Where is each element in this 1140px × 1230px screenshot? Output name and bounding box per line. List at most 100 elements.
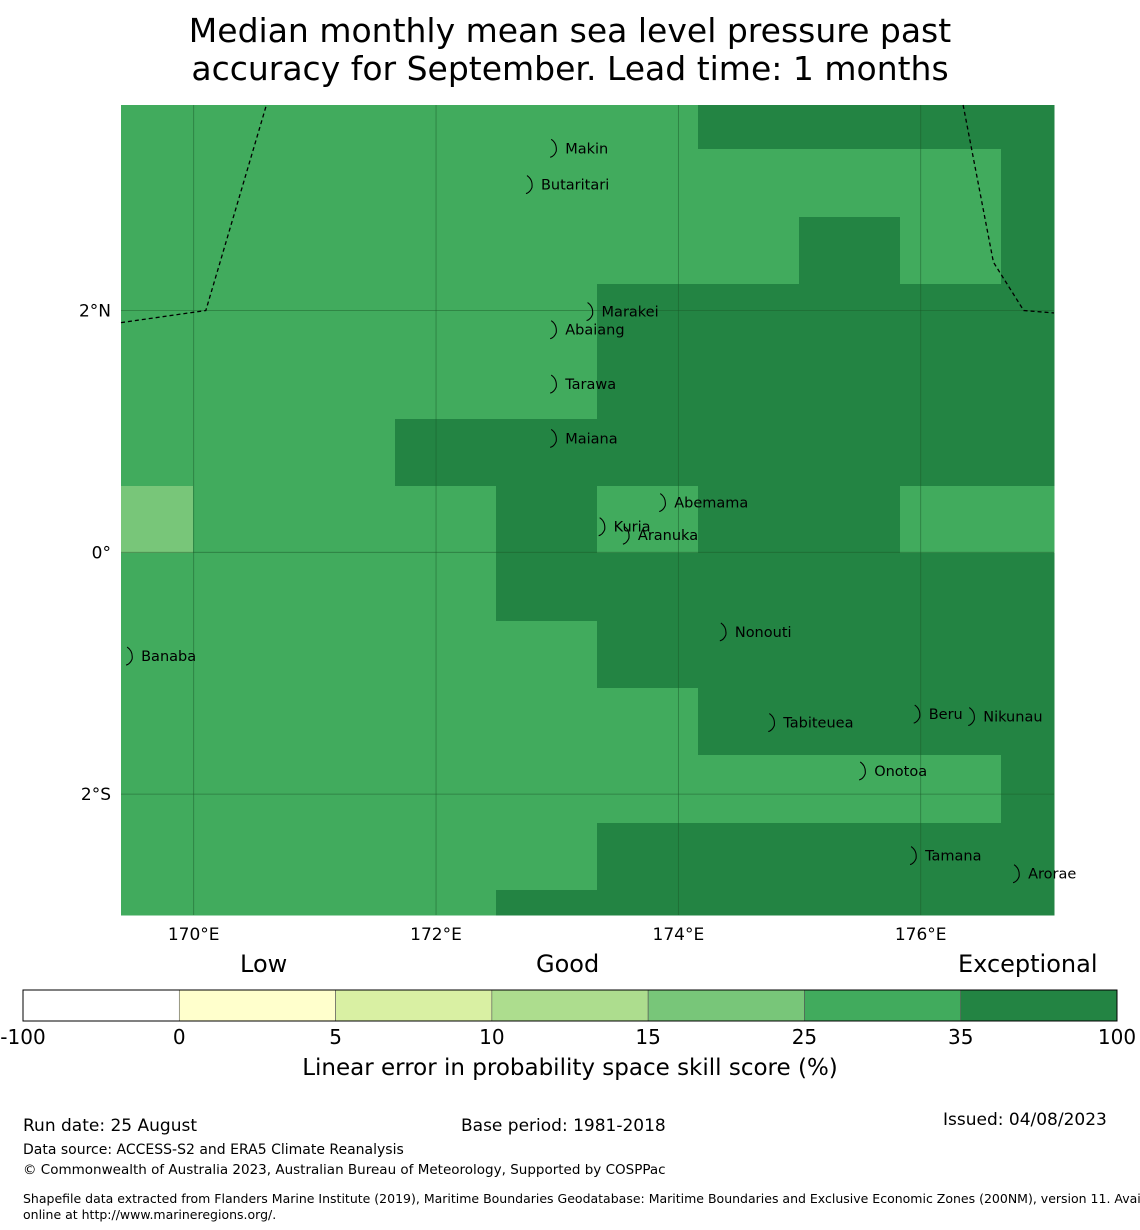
island-outline	[622, 525, 630, 545]
colorbar-tick-label: 0	[172, 1025, 186, 1049]
grid-cell	[121, 688, 194, 756]
island-outline	[719, 622, 727, 642]
grid-cell	[1001, 755, 1055, 824]
island-outline	[598, 517, 606, 537]
grid-cell	[1001, 823, 1055, 891]
grid-cell	[193, 351, 295, 420]
island-label: Maiana	[565, 431, 617, 447]
lat-tick-label: 0°	[92, 543, 111, 563]
island-outline	[659, 493, 666, 513]
colorbar-label-good: Good	[536, 950, 600, 978]
island-label: Makin	[565, 141, 608, 157]
grid-cell	[597, 755, 699, 824]
grid-cell	[698, 486, 800, 554]
grid-cell	[294, 419, 396, 487]
grid-cell	[294, 217, 396, 285]
grid-cell	[597, 149, 699, 218]
grid-cell	[193, 621, 295, 689]
island-label: Aranuka	[638, 528, 698, 544]
grid-cell	[1001, 621, 1055, 689]
grid-cell	[900, 351, 1002, 420]
island-outline	[1012, 864, 1020, 884]
island-outline	[909, 846, 917, 866]
grid-cell	[1001, 688, 1055, 756]
grid-cell	[698, 621, 800, 689]
grid-cell	[900, 149, 1002, 218]
grid-cell	[496, 755, 598, 824]
grid-cell	[799, 823, 901, 891]
grid-cell	[395, 351, 497, 420]
grid-cell	[395, 217, 497, 285]
grid-cell	[597, 688, 699, 756]
grid-cell	[597, 621, 699, 689]
colorbar-label-exceptional: Exceptional	[958, 950, 1098, 978]
grid-cell	[1001, 351, 1055, 420]
island-outline	[768, 713, 776, 733]
colorbar-tick-label: 35	[947, 1025, 974, 1049]
lat-tick-label: 2°N	[79, 302, 111, 322]
grid-cell	[900, 890, 1002, 916]
island-label: Tabiteuea	[782, 716, 853, 732]
grid-cell	[294, 105, 396, 150]
island-outline	[550, 138, 557, 158]
grid-cell	[395, 149, 497, 218]
colorbar-bin	[491, 989, 649, 1022]
grid-cell	[496, 823, 598, 891]
grid-cell	[698, 823, 800, 891]
grid-cell	[496, 284, 598, 352]
grid-cell	[597, 105, 699, 150]
grid-cell	[597, 351, 699, 420]
grid-cell	[496, 105, 598, 150]
grid-cell	[121, 149, 194, 218]
grid-cell	[597, 486, 699, 554]
grid-cell	[698, 149, 800, 218]
grid-cell	[193, 217, 295, 285]
grid-cell	[193, 688, 295, 756]
colorbar-frame	[22, 989, 1118, 1022]
grid-cell	[1001, 890, 1055, 916]
grid-cell	[1001, 486, 1055, 554]
grid-cell	[1001, 105, 1055, 150]
lat-tick-label: 2°S	[81, 785, 111, 805]
grid-cell	[1001, 149, 1055, 218]
data-source: Data source: ACCESS-S2 and ERA5 Climate …	[23, 1142, 404, 1158]
island-label: Butaritari	[541, 178, 609, 194]
island-outline	[550, 374, 557, 394]
grid-cell	[698, 217, 800, 285]
island-label: Tamana	[924, 849, 981, 865]
grid-cell	[1001, 217, 1055, 285]
grid-cell	[496, 149, 598, 218]
grid-cell	[799, 486, 901, 554]
grid-cell	[121, 419, 194, 487]
grid-cell	[799, 621, 901, 689]
colorbar-tick-label: 10	[479, 1025, 505, 1049]
grid-cell	[799, 890, 901, 916]
grid-cell	[395, 755, 497, 824]
lon-tick-label: 174°E	[653, 925, 705, 945]
grid-cell	[799, 105, 901, 150]
grid-cell	[597, 553, 699, 622]
grid-cell	[900, 217, 1002, 285]
grid-cell	[900, 486, 1002, 554]
grid-cell	[496, 553, 598, 622]
grid-cell	[698, 890, 800, 916]
grid-cell	[597, 217, 699, 285]
grid-cell	[799, 553, 901, 622]
grid-cell	[294, 284, 396, 352]
lon-tick-label: 170°E	[168, 925, 220, 945]
grid-cell	[121, 823, 194, 891]
island-label: Tarawa	[564, 377, 616, 393]
grid-cell	[496, 621, 598, 689]
run-date: Run date: 25 August	[23, 1116, 197, 1136]
island-label: Onotoa	[874, 764, 927, 780]
grid-cell	[294, 486, 396, 554]
lon-tick-label: 172°E	[410, 925, 462, 945]
grid-cell	[294, 755, 396, 824]
grid-cell	[193, 755, 295, 824]
grid-cell	[121, 553, 194, 622]
grid-cell	[900, 755, 1002, 824]
grid-cell	[294, 553, 396, 622]
island-label: Marakei	[602, 305, 659, 321]
colorbar-bin	[960, 989, 1118, 1022]
colorbar-title: Linear error in probability space skill …	[302, 1055, 838, 1081]
